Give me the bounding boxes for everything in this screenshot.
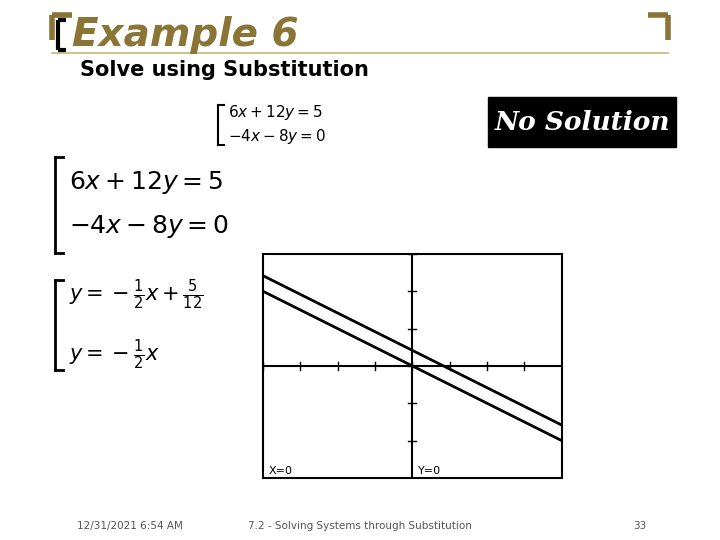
Text: $-4x-8y=0$: $-4x-8y=0$ <box>228 127 326 146</box>
Text: 7.2 - Solving Systems through Substitution: 7.2 - Solving Systems through Substituti… <box>248 521 472 531</box>
Text: $y=-\frac{1}{2}x$: $y=-\frac{1}{2}x$ <box>69 338 160 372</box>
Text: $6x+12y=5$: $6x+12y=5$ <box>228 104 323 123</box>
Text: No Solution: No Solution <box>494 110 670 134</box>
Text: 12/31/2021 6:54 AM: 12/31/2021 6:54 AM <box>77 521 183 531</box>
Text: 33: 33 <box>634 521 647 531</box>
Text: X=0: X=0 <box>269 466 292 476</box>
Bar <box>488 97 676 147</box>
Text: Solve using Substitution: Solve using Substitution <box>80 60 369 80</box>
Text: $-4x-8y=0$: $-4x-8y=0$ <box>69 213 229 240</box>
Text: $y=-\frac{1}{2}x+\frac{5}{12}$: $y=-\frac{1}{2}x+\frac{5}{12}$ <box>69 278 204 312</box>
Text: Y=0: Y=0 <box>418 466 441 476</box>
Text: $6x+12y=5$: $6x+12y=5$ <box>69 170 223 197</box>
Text: Example 6: Example 6 <box>72 16 299 54</box>
